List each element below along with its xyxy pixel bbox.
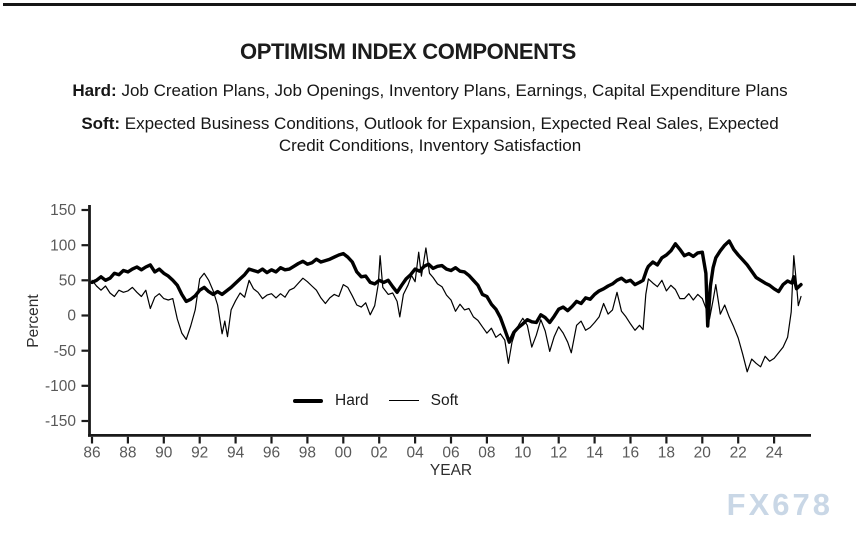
- hard-series-line: [90, 239, 803, 344]
- soft-components-note: Soft: Expected Business Conditions, Outl…: [0, 113, 860, 157]
- x-tick-label: 94: [227, 445, 245, 462]
- chart-legend: Hard Soft: [293, 390, 458, 411]
- legend-item-hard: Hard: [293, 392, 369, 410]
- x-tick-label: 06: [442, 445, 459, 462]
- x-tick-label: 00: [335, 445, 353, 462]
- top-rule: [3, 3, 856, 6]
- y-tick-label: 50: [59, 273, 77, 290]
- legend-item-soft: Soft: [388, 391, 459, 410]
- chart-header: OPTIMISM INDEX COMPONENTS Hard: Job Crea…: [0, 0, 860, 157]
- hard-note-prefix: Hard:: [72, 81, 117, 100]
- y-tick-label: 150: [50, 202, 76, 219]
- x-tick-label: 98: [299, 445, 316, 462]
- y-tick-label: 100: [50, 237, 76, 254]
- soft-note-prefix: Soft:: [81, 114, 121, 133]
- soft-note-line1: Soft: Expected Business Conditions, Outl…: [0, 113, 860, 135]
- legend-label-soft: Soft: [430, 391, 459, 409]
- x-axis-title: YEAR: [430, 462, 472, 479]
- y-tick-label: -100: [45, 378, 76, 395]
- legend-label-hard: Hard: [335, 391, 369, 409]
- x-tick-label: 20: [694, 445, 712, 462]
- x-tick-label: 02: [371, 445, 388, 462]
- x-tick-label: 18: [658, 445, 675, 462]
- x-tick-label: 04: [406, 445, 424, 462]
- y-tick-label: 0: [67, 308, 76, 325]
- x-tick-label: 24: [765, 445, 783, 462]
- soft-note-text1: Expected Business Conditions, Outlook fo…: [120, 114, 779, 133]
- x-tick-label: 16: [622, 445, 639, 462]
- x-tick-label: 08: [478, 445, 495, 462]
- x-tick-label: 90: [155, 445, 173, 462]
- soft-note-line2: Credit Conditions, Inventory Satisfactio…: [278, 136, 582, 155]
- y-axis-title: Percent: [25, 294, 42, 348]
- x-tick-label: 88: [119, 445, 136, 462]
- y-tick-label: -150: [45, 413, 76, 430]
- soft-line-sample-icon: [388, 399, 419, 402]
- x-tick-label: 10: [514, 445, 532, 462]
- chart-title: OPTIMISM INDEX COMPONENTS: [240, 39, 576, 64]
- hard-line-sample-icon: [293, 398, 323, 403]
- soft-series-line: [91, 247, 802, 373]
- x-tick-label: 22: [730, 445, 747, 462]
- watermark: FX678: [726, 487, 833, 522]
- x-tick-label: 96: [263, 445, 280, 462]
- y-tick-label: -50: [54, 343, 77, 360]
- x-tick-label: 92: [191, 445, 208, 462]
- hard-note-text: Job Creation Plans, Job Openings, Invent…: [116, 81, 788, 100]
- x-tick-label: 12: [550, 445, 567, 462]
- x-tick-label: 14: [586, 445, 604, 462]
- x-tick-label: 86: [83, 445, 100, 462]
- hard-components-note: Hard: Job Creation Plans, Job Openings, …: [0, 81, 860, 101]
